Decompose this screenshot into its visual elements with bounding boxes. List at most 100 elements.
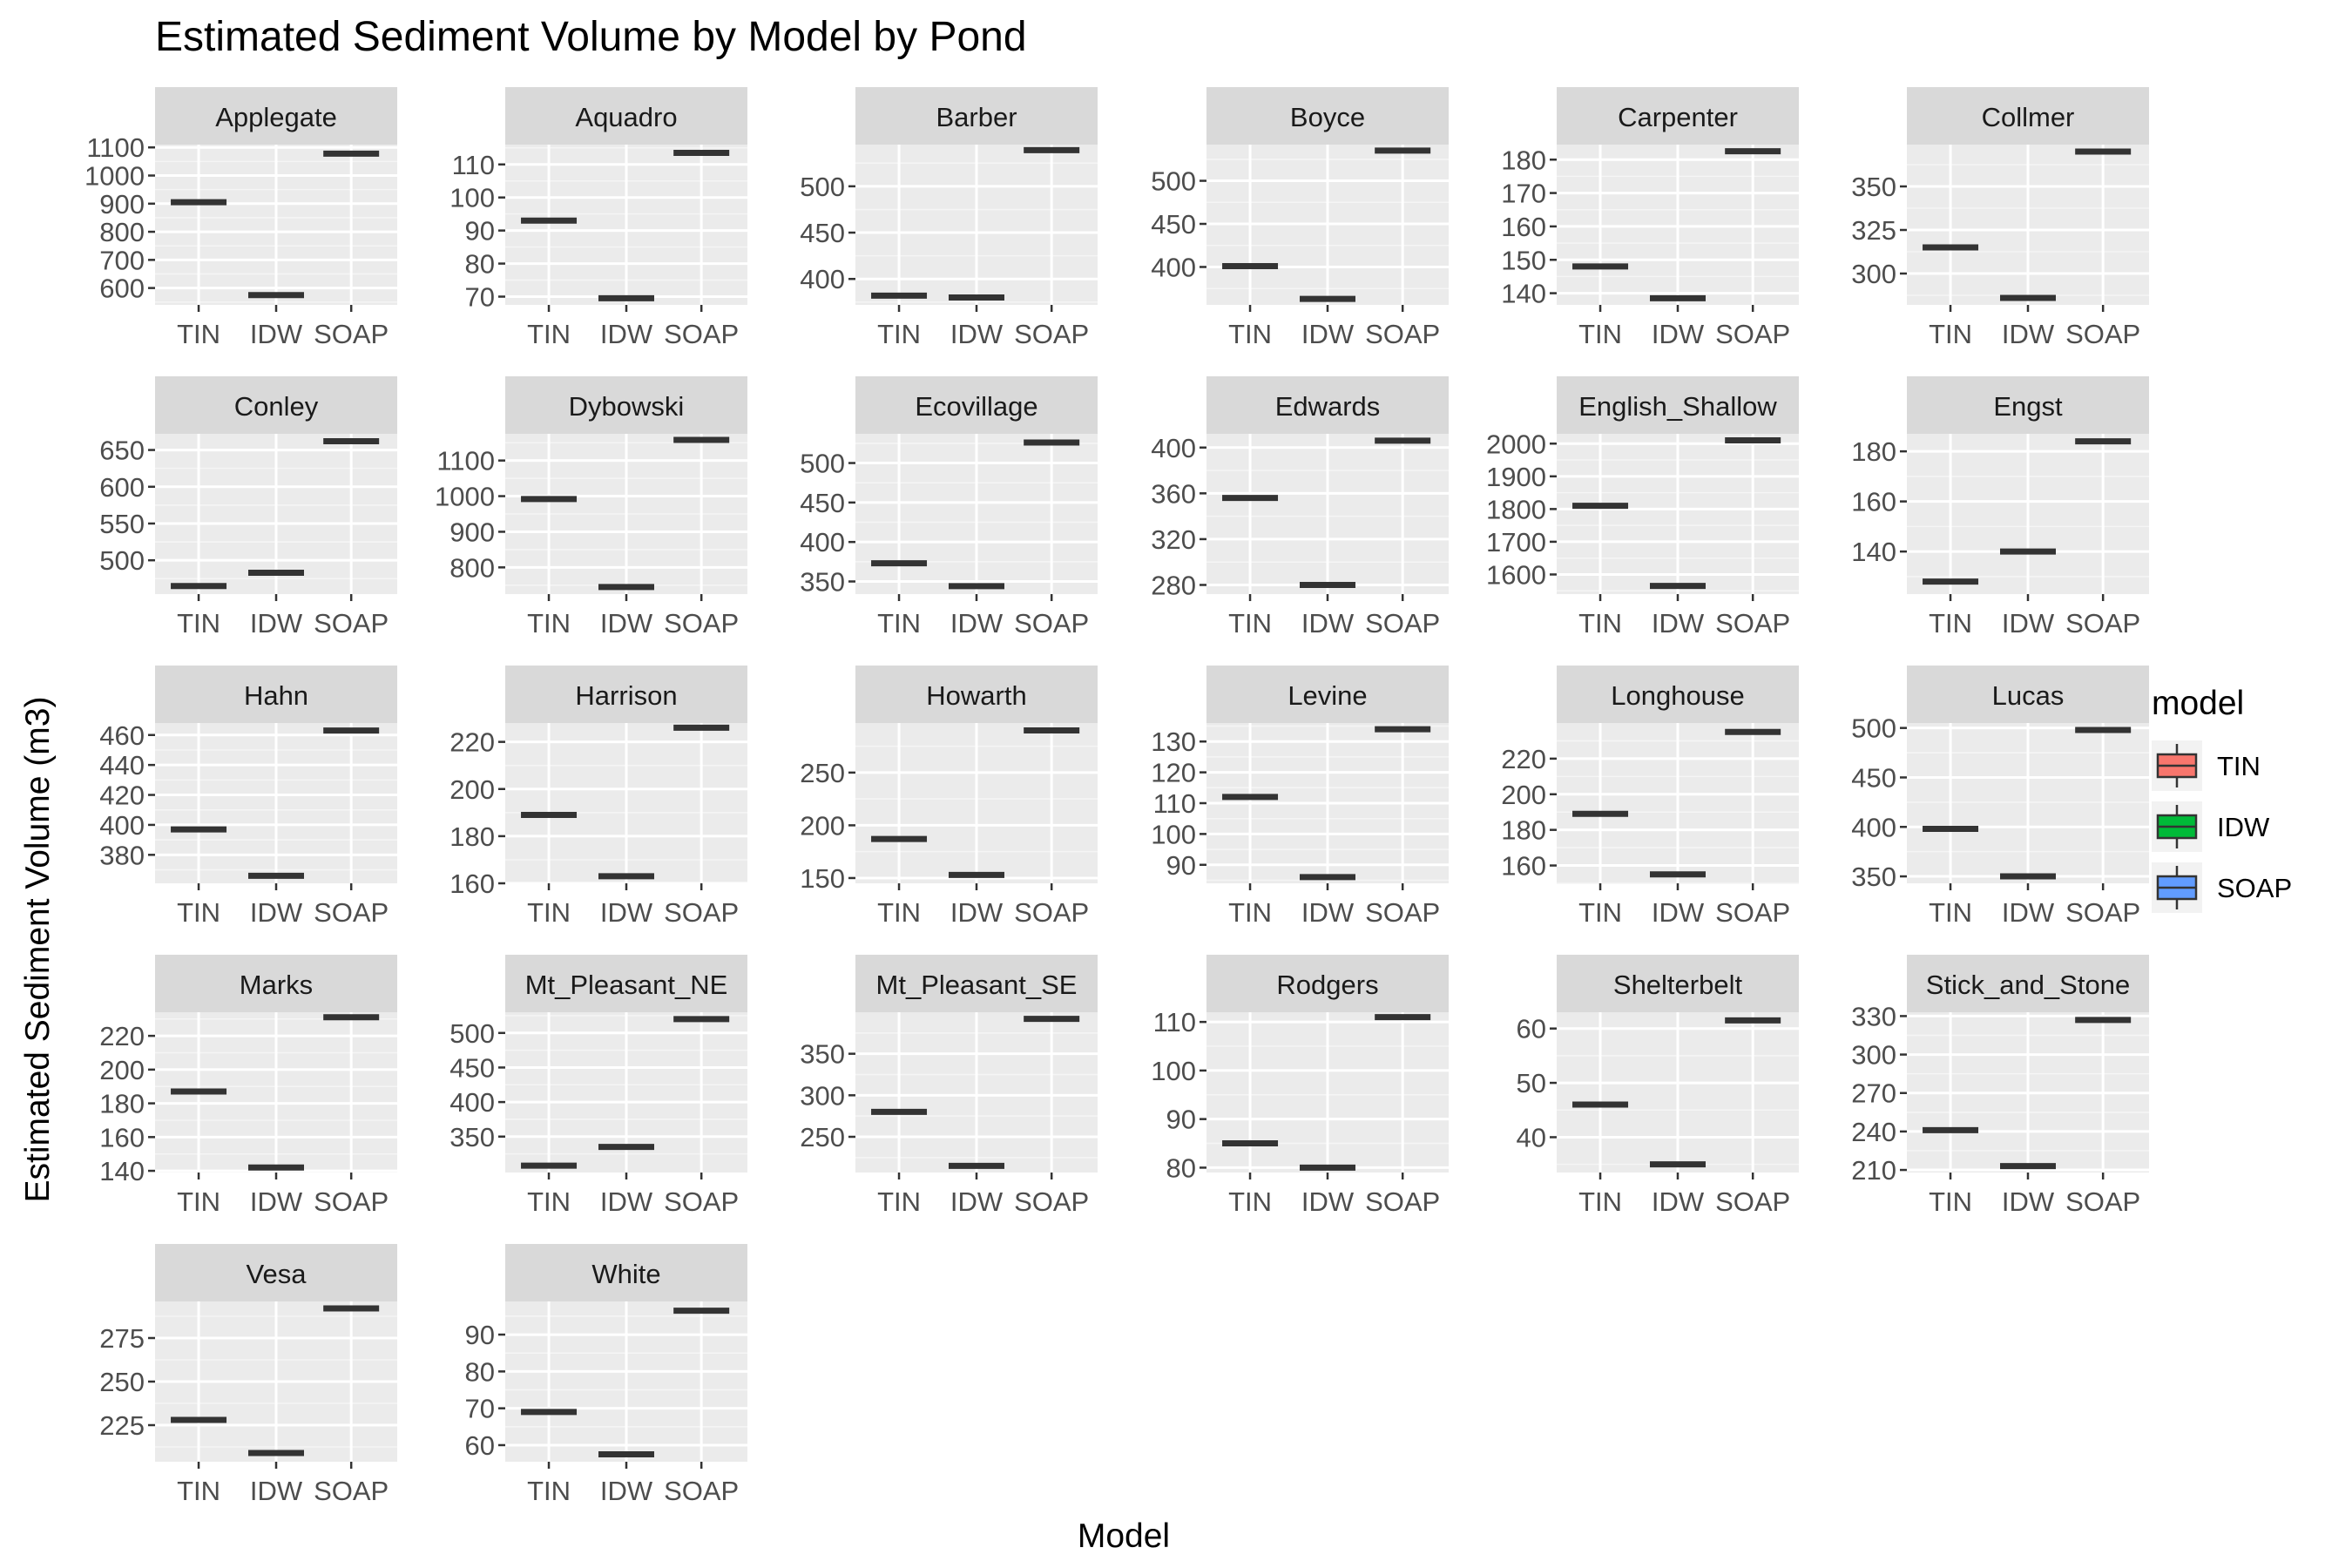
x-tick-label: SOAP	[314, 1186, 389, 1217]
x-tick-label: IDW	[600, 1476, 653, 1506]
x-tick-label: IDW	[250, 1476, 303, 1506]
y-tick-label: 350	[800, 1039, 845, 1070]
y-tick-label: 100	[449, 183, 495, 213]
y-tick-label: 400	[1151, 252, 1196, 282]
facet-strip-label: Marks	[240, 970, 313, 1000]
y-tick-label: 300	[1851, 1040, 1896, 1071]
facet-strip	[855, 955, 1098, 1012]
legend-label: IDW	[2217, 812, 2270, 842]
y-tick-label: 250	[800, 1122, 845, 1152]
y-tick-label: 1800	[1486, 494, 1546, 524]
facet-strip	[155, 955, 397, 1012]
facet-strip	[1557, 376, 1799, 434]
y-tick-label: 400	[99, 810, 145, 841]
x-tick-label: TIN	[877, 319, 921, 349]
y-tick-label: 1000	[84, 161, 145, 192]
y-tick-label: 800	[449, 552, 495, 583]
y-tick-label: 60	[1517, 1014, 1546, 1044]
legend-item-tin: TIN	[2152, 740, 2261, 791]
y-tick-label: 110	[1153, 1007, 1196, 1037]
y-tick-label: 150	[800, 863, 845, 894]
x-tick-label: TIN	[1578, 1186, 1622, 1217]
legend-label: TIN	[2217, 751, 2261, 781]
x-tick-label: SOAP	[1715, 897, 1790, 928]
y-tick-label: 100	[1151, 819, 1196, 849]
facet-boyce: Boyce 400 450 500 TIN IDW SOAP	[1151, 87, 1449, 349]
y-tick-label: 400	[800, 264, 845, 294]
x-tick-label: TIN	[1228, 1186, 1272, 1217]
x-tick-label: IDW	[1652, 319, 1705, 349]
x-tick-label: IDW	[2002, 897, 2055, 928]
x-tick-label: TIN	[1578, 897, 1622, 928]
y-tick-label: 1600	[1486, 559, 1546, 590]
y-tick-label: 450	[1851, 762, 1896, 793]
facet-edwards: Edwards 280 320 360 400 TIN IDW SOAP	[1151, 376, 1449, 639]
facet-strip	[155, 666, 397, 723]
x-tick-label: IDW	[1652, 608, 1705, 639]
legend: model TIN IDW SOAP	[2152, 685, 2292, 913]
y-tick-label: 275	[99, 1323, 145, 1354]
x-tick-label: TIN	[527, 1186, 571, 1217]
y-tick-label: 350	[800, 566, 845, 597]
facet-strip-label: Hahn	[244, 680, 308, 711]
facet-strip	[1907, 87, 2149, 145]
x-tick-label: IDW	[250, 897, 303, 928]
y-tick-label: 50	[1517, 1068, 1546, 1098]
facet-strip-label: Edwards	[1275, 391, 1381, 422]
x-tick-label: TIN	[877, 1186, 921, 1217]
y-tick-label: 220	[1501, 744, 1546, 774]
y-tick-label: 450	[1151, 209, 1196, 240]
facet-strip-label: Mt_Pleasant_SE	[876, 970, 1078, 1000]
x-tick-label: IDW	[950, 319, 1004, 349]
y-tick-label: 60	[465, 1430, 495, 1461]
facet-conley: Conley 500 550 600 650 TIN IDW SOAP	[99, 376, 397, 639]
x-tick-label: TIN	[1929, 897, 1972, 928]
facet-strip	[505, 376, 747, 434]
x-tick-label: SOAP	[314, 319, 389, 349]
x-tick-label: SOAP	[664, 897, 739, 928]
legend-label: SOAP	[2217, 873, 2292, 903]
y-tick-label: 200	[449, 774, 495, 805]
x-tick-label: SOAP	[1014, 319, 1089, 349]
y-tick-label: 280	[1151, 570, 1196, 600]
x-tick-label: SOAP	[1365, 608, 1440, 639]
facet-strip-label: Vesa	[247, 1259, 308, 1289]
legend-item-idw: IDW	[2152, 801, 2270, 852]
y-tick-label: 500	[800, 449, 845, 479]
facet-strip-label: Collmer	[1982, 102, 2075, 132]
x-tick-label: IDW	[1301, 897, 1355, 928]
facet-strip-label: Barber	[936, 102, 1017, 132]
facet-strip	[1557, 87, 1799, 145]
x-tick-label: TIN	[527, 319, 571, 349]
facet-stick-and-stone: Stick_and_Stone 210 240 270 300 330 TIN IDW SOAP	[1851, 955, 2149, 1217]
y-tick-label: 160	[1501, 851, 1546, 882]
facet-strip	[1206, 955, 1449, 1012]
facet-strip-label: Carpenter	[1618, 102, 1738, 132]
y-tick-label: 150	[1501, 245, 1546, 275]
x-tick-label: SOAP	[1715, 608, 1790, 639]
facet-engst: Engst 140 160 180 TIN IDW SOAP	[1851, 376, 2149, 639]
y-tick-label: 300	[800, 1080, 845, 1111]
x-tick-label: SOAP	[2065, 1186, 2140, 1217]
x-tick-label: SOAP	[2065, 897, 2140, 928]
y-tick-label: 110	[452, 150, 495, 180]
facet-strip-label: Levine	[1288, 680, 1367, 711]
y-tick-label: 380	[99, 840, 145, 870]
x-tick-label: IDW	[600, 897, 653, 928]
y-tick-label: 270	[1851, 1078, 1896, 1109]
y-tick-label: 180	[1501, 815, 1546, 846]
x-tick-label: SOAP	[314, 897, 389, 928]
facet-strip-label: Mt_Pleasant_NE	[525, 970, 728, 1000]
y-tick-label: 170	[1501, 179, 1546, 209]
facet-strip	[1907, 955, 2149, 1012]
facet-strip-label: English_Shallow	[1578, 391, 1777, 422]
facet-strip-label: Conley	[234, 391, 319, 422]
x-tick-label: TIN	[177, 1186, 220, 1217]
y-tick-label: 600	[99, 472, 145, 503]
facet-strip	[855, 376, 1098, 434]
facet-strip-label: Ecovillage	[915, 391, 1037, 422]
facet-strip	[1206, 87, 1449, 145]
x-tick-label: SOAP	[664, 1186, 739, 1217]
